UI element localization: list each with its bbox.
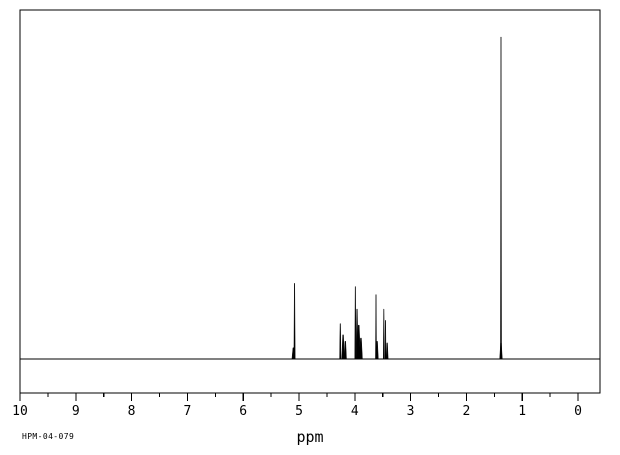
axis-tick-label: 10 [12, 404, 28, 419]
axis-tick-label: 2 [462, 404, 471, 419]
axis-tick-label: 4 [350, 404, 359, 419]
axis-tick-label: 9 [71, 404, 80, 419]
x-axis-title: ppm [296, 428, 324, 446]
axis-tick-label: 6 [239, 404, 248, 419]
axis-tick-label: 1 [518, 404, 527, 419]
axis-tick-marks [19, 393, 579, 401]
axis-tick-label: 8 [127, 404, 136, 419]
sample-id-label: HPM-04-079 [22, 432, 75, 441]
plot-frame [19, 9, 601, 394]
axis-tick-label: 0 [574, 404, 582, 419]
spectrum-trace [20, 36, 600, 360]
axis-tick-label: 7 [183, 404, 192, 419]
axis-tick-label: 3 [406, 404, 415, 419]
axis-tick-label: 5 [295, 404, 303, 419]
